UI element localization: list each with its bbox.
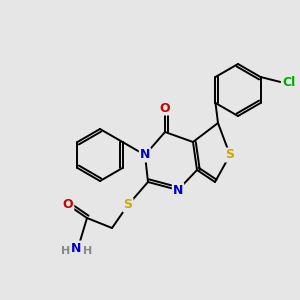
- Text: N: N: [71, 242, 81, 254]
- Text: S: S: [226, 148, 235, 161]
- Text: O: O: [160, 101, 170, 115]
- Text: Cl: Cl: [282, 76, 295, 88]
- Text: H: H: [61, 246, 70, 256]
- Text: O: O: [63, 199, 73, 212]
- Text: N: N: [140, 148, 150, 161]
- Text: H: H: [83, 246, 93, 256]
- Text: N: N: [173, 184, 183, 196]
- Text: S: S: [124, 199, 133, 212]
